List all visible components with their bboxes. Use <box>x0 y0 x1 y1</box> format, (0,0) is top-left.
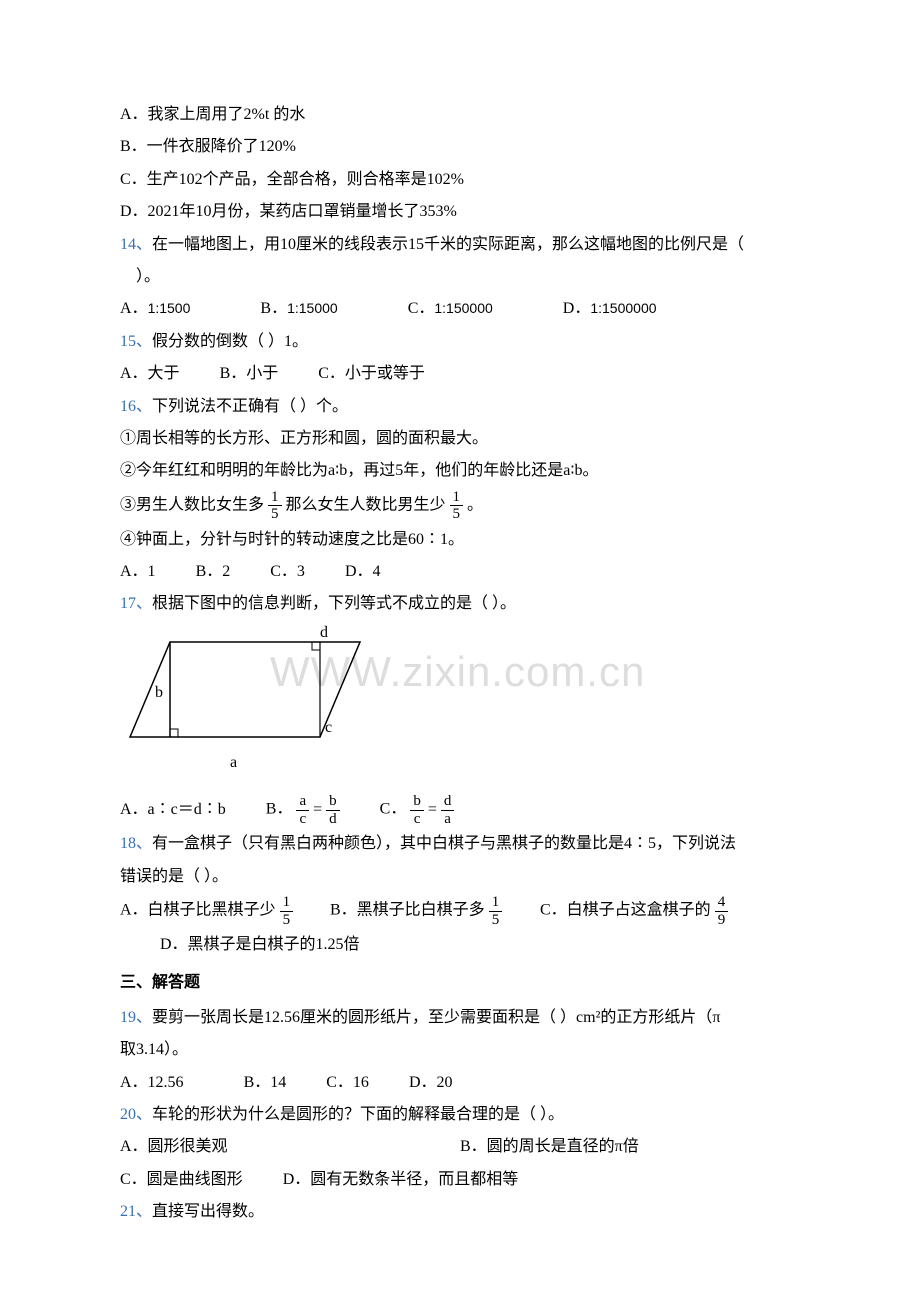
q14-opt-b: B．1:15000 <box>260 294 337 324</box>
fraction: 15 <box>268 489 282 523</box>
q18-options-row1: A．白棋子比黑棋子少 15 B．黑棋子比白棋子多 15 C．白棋子占这盒棋子的 … <box>120 894 800 928</box>
fraction: 15 <box>450 489 464 523</box>
q16-s1: ①周长相等的长方形、正方形和圆，圆的面积最大。 <box>120 424 800 454</box>
q18-stem-b: 错误的是（ ）。 <box>120 862 800 892</box>
section-3-title: 三、解答题 <box>120 968 800 998</box>
svg-text:d: d <box>320 624 328 641</box>
q14-num: 14、 <box>120 236 152 253</box>
q18-opt-a: A．白棋子比黑棋子少 15 <box>120 894 330 928</box>
q15-opt-b: B．小于 <box>220 359 279 389</box>
q16-opt-c: C．3 <box>270 557 305 587</box>
q17-stem: 17、根据下图中的信息判断，下列等式不成立的是（ ）。 <box>120 589 800 619</box>
q21-num: 21、 <box>120 1203 152 1220</box>
q14-stem: 14、在一幅地图上，用10厘米的线段表示15千米的实际距离，那么这幅地图的比例尺… <box>120 230 800 260</box>
q20-row2: C．圆是曲线图形 D．圆有无数条半径，而且都相等 <box>120 1165 800 1195</box>
q14-opt-c: C．1:150000 <box>408 294 493 324</box>
q14-options: A．1:1500 B．1:15000 C．1:150000 D．1:150000… <box>120 294 800 324</box>
q17-opt-b: B． ac = bd <box>266 793 340 827</box>
q16-opt-b: B．2 <box>196 557 231 587</box>
q17-num: 17、 <box>120 595 152 612</box>
q20-opt-c: C．圆是曲线图形 <box>120 1165 243 1195</box>
q15-stem: 15、假分数的倒数（ ）1。 <box>120 327 800 357</box>
q19-num: 19、 <box>120 1009 152 1026</box>
q16-stem: 16、下列说法不正确有（ ）个。 <box>120 392 800 422</box>
q20-row1: A．圆形很美观 B．圆的周长是直径的π倍 <box>120 1132 800 1162</box>
q14-stem-b: ）。 <box>120 262 800 292</box>
q18-opt-d: D．黑棋子是白棋子的1.25倍 <box>120 930 800 960</box>
q18-stem-a: 18、有一盒棋子（只有黑白两种颜色），其中白棋子与黑棋子的数量比是4∶5，下列说… <box>120 829 800 859</box>
q21-text: 直接写出得数。 <box>152 1203 264 1220</box>
svg-text:a: a <box>230 754 237 771</box>
q19-opt-c: C．16 <box>326 1068 369 1098</box>
q16-s2: ②今年红红和明明的年龄比为a∶b，再过5年，他们的年龄比还是a∶b。 <box>120 456 800 486</box>
q19-text-a: 要剪一张周长是12.56厘米的圆形纸片，至少需要面积是（ ）cm²的正方形纸片（… <box>152 1009 720 1026</box>
q19-opt-a: A．12.56 <box>120 1068 184 1098</box>
q19-stem-a: 19、要剪一张周长是12.56厘米的圆形纸片，至少需要面积是（ ）cm²的正方形… <box>120 1003 800 1033</box>
q17-options: A．a∶c＝d∶b B． ac = bd C． bc = da <box>120 793 800 827</box>
q13-opt-d: D．2021年10月份，某药店口罩销量增长了353% <box>120 197 800 227</box>
q20-opt-a: A．圆形很美观 <box>120 1132 460 1162</box>
q14-opt-a: A．1:1500 <box>120 294 190 324</box>
q20-num: 20、 <box>120 1106 152 1123</box>
q21-stem: 21、直接写出得数。 <box>120 1197 800 1227</box>
q20-opt-d: D．圆有无数条半径，而且都相等 <box>283 1165 519 1195</box>
q17-opt-a: A．a∶c＝d∶b <box>120 795 226 825</box>
q18-opt-c: C．白棋子占这盒棋子的 49 <box>540 894 728 928</box>
q15-options: A．大于 B．小于 C．小于或等于 <box>120 359 800 389</box>
q19-options: A．12.56 B．14 C．16 D．20 <box>120 1068 800 1098</box>
q16-s4: ④钟面上，分针与时针的转动速度之比是60∶1。 <box>120 525 800 555</box>
q16-num: 16、 <box>120 398 152 415</box>
q15-opt-a: A．大于 <box>120 359 180 389</box>
q20-text: 车轮的形状为什么是圆形的？下面的解释最合理的是（ ）。 <box>152 1106 564 1123</box>
q17-text: 根据下图中的信息判断，下列等式不成立的是（ ）。 <box>152 595 516 612</box>
parallelogram-figure: d b c a <box>120 622 390 782</box>
q13-opt-b: B．一件衣服降价了120% <box>120 132 800 162</box>
q16-options: A．1 B．2 C．3 D．4 <box>120 557 800 587</box>
figure-block: WWW.zixin.com.cn d b c a <box>120 622 800 793</box>
q19-opt-d: D．20 <box>409 1068 453 1098</box>
q18-num: 18、 <box>120 835 152 852</box>
q16-opt-d: D．4 <box>345 557 381 587</box>
q13-opt-a: A．我家上周用了2%t 的水 <box>120 100 800 130</box>
q19-opt-b: B．14 <box>244 1068 287 1098</box>
q20-stem: 20、车轮的形状为什么是圆形的？下面的解释最合理的是（ ）。 <box>120 1100 800 1130</box>
q18-opt-b: B．黑棋子比白棋子多 15 <box>330 894 540 928</box>
q19-stem-b: 取3.14）。 <box>120 1035 800 1065</box>
q16-opt-a: A．1 <box>120 557 156 587</box>
q18-text-a: 有一盒棋子（只有黑白两种颜色），其中白棋子与黑棋子的数量比是4∶5，下列说法 <box>152 835 736 852</box>
q16-s3: ③男生人数比女生多 15 那么女生人数比男生少 15 。 <box>120 489 800 523</box>
q15-text: 假分数的倒数（ ）1。 <box>152 333 308 350</box>
q15-num: 15、 <box>120 333 152 350</box>
q14-opt-d: D．1:1500000 <box>563 294 657 324</box>
q14-text-a: 在一幅地图上，用10厘米的线段表示15千米的实际距离，那么这幅地图的比例尺是（ <box>152 236 744 253</box>
q16-text: 下列说法不正确有（ ）个。 <box>152 398 348 415</box>
q15-opt-c: C．小于或等于 <box>318 359 425 389</box>
svg-text:c: c <box>325 719 332 736</box>
q17-opt-c: C． bc = da <box>380 793 455 827</box>
svg-text:b: b <box>155 684 163 701</box>
q13-opt-c: C．生产102个产品，全部合格，则合格率是102% <box>120 165 800 195</box>
q20-opt-b: B．圆的周长是直径的π倍 <box>460 1132 639 1162</box>
